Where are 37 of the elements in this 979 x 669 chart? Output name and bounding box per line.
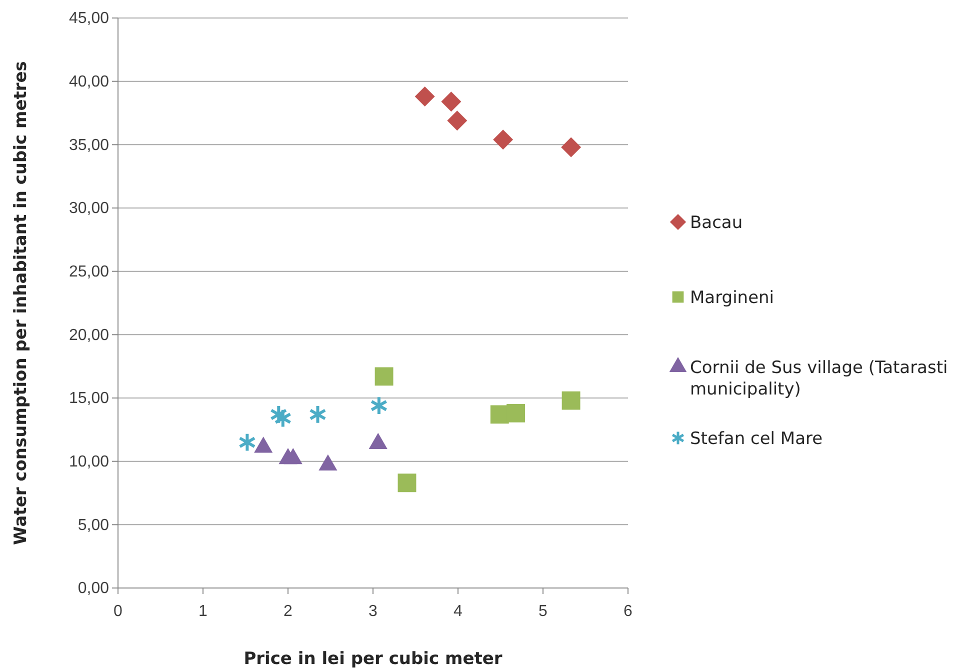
x-tick-label: 6 (624, 603, 633, 620)
x-tick-label: 4 (454, 603, 463, 620)
point (562, 391, 580, 410)
point (374, 367, 394, 386)
point (274, 408, 292, 428)
y-tick-label: 35,00 (68, 136, 110, 154)
y-tick-label: 20,00 (68, 326, 110, 344)
x-tick-label: 0 (114, 603, 123, 620)
point (398, 474, 416, 492)
legend-label: Margineni (690, 288, 774, 308)
y-tick-label: 0,00 (78, 580, 110, 598)
point (561, 137, 582, 158)
legend-label: Bacau (690, 213, 743, 233)
x-axis-title: Price in lei per cubic meter (244, 649, 503, 669)
y-tick-label: 30,00 (68, 200, 110, 218)
y-tick-label: 25,00 (68, 263, 110, 280)
point (493, 130, 514, 150)
point (414, 86, 435, 107)
x-tick-label: 2 (284, 603, 293, 620)
point (308, 404, 327, 424)
x-tick-label: 3 (368, 603, 378, 620)
y-tick-label: 10,00 (68, 453, 110, 470)
legend-label: Cornii de Sus village (Tatarasti municipality) (690, 358, 948, 400)
point (238, 432, 256, 452)
y-axis-title: Water consumption per inhabitant in cubic metres (11, 61, 31, 545)
legend-label: Stefan cel Mare (690, 429, 823, 449)
x-tick-label: 1 (198, 603, 208, 620)
point (506, 404, 526, 422)
y-tick-label: 40,00 (68, 73, 110, 90)
point (441, 92, 462, 112)
x-tick-label: 5 (538, 603, 548, 620)
point (370, 396, 388, 416)
y-tick-label: 15,00 (68, 390, 110, 408)
point (447, 110, 468, 131)
y-tick-label: 5,00 (78, 516, 110, 534)
y-tick-label: 45,00 (68, 10, 110, 28)
point (270, 404, 288, 424)
